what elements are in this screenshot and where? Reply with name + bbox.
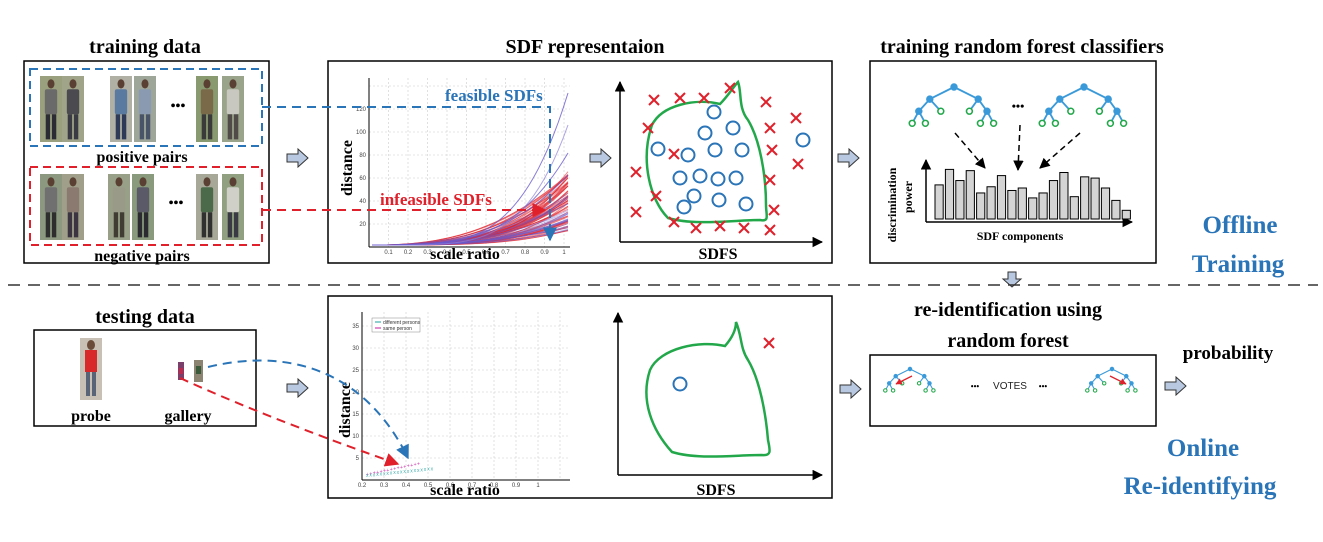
sdf-plot-bottom-xtick: 0.4	[402, 483, 411, 489]
sdf-plot-top-ytick: 40	[359, 199, 366, 205]
negative-pair-image-5	[196, 174, 218, 240]
discrimination-bar	[1018, 188, 1026, 219]
arrow-training-to-sdf	[287, 149, 308, 167]
sdf-plot-bottom-ytick: 30	[352, 346, 359, 352]
discrimination-bar	[1070, 197, 1078, 219]
sdf-plot-top-xtick: 0.1	[384, 250, 393, 256]
positive-pair-images	[40, 76, 244, 142]
online-label-line2: Re-identifying	[1124, 473, 1277, 500]
discrimination-bar	[977, 193, 985, 219]
offline-label-line2: Training	[1192, 251, 1285, 278]
rf-chart-ylabel-line2: power	[901, 180, 915, 213]
gallery-label: gallery	[164, 408, 211, 425]
discrimination-bar	[987, 187, 995, 219]
sdf-representation-box-top: 20 40 60 80 100 120 0.1 0.2 0.3 0.4 0.5 0.6 0.7 0.8 0.…	[328, 61, 832, 263]
title-reid-line1: re-identification using	[914, 299, 1102, 321]
discrimination-bar	[1039, 193, 1047, 219]
positive-ellipsis: •••	[171, 99, 186, 114]
negative-pair-image-3	[108, 174, 130, 240]
sdf-plot-bottom-xlabel: scale ratio	[430, 482, 500, 499]
negative-pair-image-4	[132, 174, 154, 240]
arrow-sdfs-to-reid	[840, 380, 861, 398]
sdf-plot-bottom-ytick: 35	[352, 324, 359, 330]
reid-votes-label: VOTES	[993, 381, 1027, 392]
positive-pair-image-5	[196, 76, 218, 142]
discrimination-bar	[956, 181, 964, 219]
sdfs-label-top: SDFS	[698, 246, 737, 263]
rf-trees-ellipsis: •••	[1012, 99, 1025, 113]
discrimination-bar	[1049, 181, 1057, 219]
rf-chart-xlabel: SDF components	[977, 229, 1064, 243]
probe-image	[80, 338, 102, 400]
positive-pair-image-2	[62, 76, 84, 142]
discrimination-bar	[1029, 198, 1037, 219]
sdfs-label-bottom: SDFS	[696, 482, 735, 499]
feasible-sdfs-label: feasible SDFs	[445, 86, 543, 105]
negative-ellipsis: •••	[169, 196, 184, 211]
reid-ellipsis-left: •••	[971, 382, 980, 391]
rf-chart-ylabel-line1: discrimination	[885, 167, 899, 242]
title-testing-data: testing data	[95, 306, 194, 328]
sdf-plot-top-ytick: 100	[356, 130, 367, 136]
positive-pair-image-1	[40, 76, 62, 142]
sdf-plot-top-xtick: 0.7	[501, 250, 510, 256]
arrow-sdfs-to-rf	[838, 149, 859, 167]
probe-label: probe	[71, 408, 111, 425]
training-data-box: ••• ••• positive pairs negative pairs	[24, 61, 269, 265]
reid-ellipsis-right: •••	[1039, 382, 1048, 391]
positive-pair-image-3	[110, 76, 132, 142]
offline-label-line1: Offline	[1203, 212, 1278, 239]
reid-rf-box: ••• VOTES •••	[870, 355, 1156, 426]
positive-pair-image-4	[134, 76, 156, 142]
negative-pair-images	[40, 174, 244, 240]
discrimination-bar	[1122, 210, 1130, 219]
sdf-plot-bottom-ytick: 25	[352, 368, 359, 374]
discrimination-bar	[1081, 177, 1089, 219]
sdf-plot-top-xtick: 0.9	[540, 250, 549, 256]
positive-pair-image-6	[222, 76, 244, 142]
sdf-plot-top-xtick: 0.2	[404, 250, 413, 256]
sdf-plot-top-ytick: 20	[359, 222, 366, 228]
discrimination-bar	[1101, 188, 1109, 219]
title-training-data: training data	[89, 36, 201, 58]
discrimination-bar	[997, 176, 1005, 219]
legend-same-person: same person	[383, 326, 412, 332]
arrow-testing-to-sdf	[287, 379, 308, 397]
rf-classifiers-box: ••• discrimination power SDF components	[870, 61, 1156, 263]
sdf-plot-top-ytick: 80	[359, 153, 366, 159]
discrimination-bar	[935, 185, 943, 219]
negative-pairs-label: negative pairs	[94, 248, 190, 265]
infeasible-sdfs-label: infeasible SDFs	[380, 190, 492, 209]
title-sdf-representation: SDF representaion	[505, 36, 664, 58]
discrimination-bar	[1008, 190, 1016, 219]
title-training-rf: training random forest classifiers	[880, 36, 1164, 58]
title-reid-line2: random forest	[947, 330, 1069, 352]
negative-pair-image-1	[40, 174, 62, 240]
discrimination-bar	[945, 169, 953, 219]
discrimination-bar	[966, 171, 974, 219]
online-label-line1: Online	[1167, 435, 1239, 462]
sdf-plot-top-ytick: 60	[359, 176, 366, 182]
sdf-plot-top-xtick: 0.8	[521, 250, 530, 256]
discrimination-bar	[1091, 178, 1099, 219]
discrimination-bar	[1112, 200, 1120, 219]
testing-data-box: probe gallery	[34, 330, 256, 426]
negative-pair-image-6	[222, 174, 244, 240]
sdf-plot-bottom-legend: different persons same person	[372, 318, 421, 332]
negative-pair-image-2	[62, 174, 84, 240]
probability-label: probability	[1183, 343, 1274, 364]
discrimination-bar	[1060, 173, 1068, 220]
positive-pairs-label: positive pairs	[96, 149, 187, 166]
sdf-representation-box-bottom: 51015202530350.2 0.3 0.4 0.5 0.6 0.7 0.8 0.9 1 d…	[328, 296, 832, 499]
sdf-plot-top-ylabel: distance	[339, 140, 356, 196]
sdf-plot-bottom-ylabel: distance	[337, 382, 354, 438]
sdf-plot-bottom-xtick: 0.2	[358, 483, 367, 489]
sdf-plot-bottom-xtick: 0.3	[380, 483, 389, 489]
arrow-reid-to-probability	[1165, 377, 1186, 395]
sdf-plot-top-xlabel: scale ratio	[430, 246, 500, 263]
sdf-plot-bottom-xtick: 0.9	[512, 483, 521, 489]
